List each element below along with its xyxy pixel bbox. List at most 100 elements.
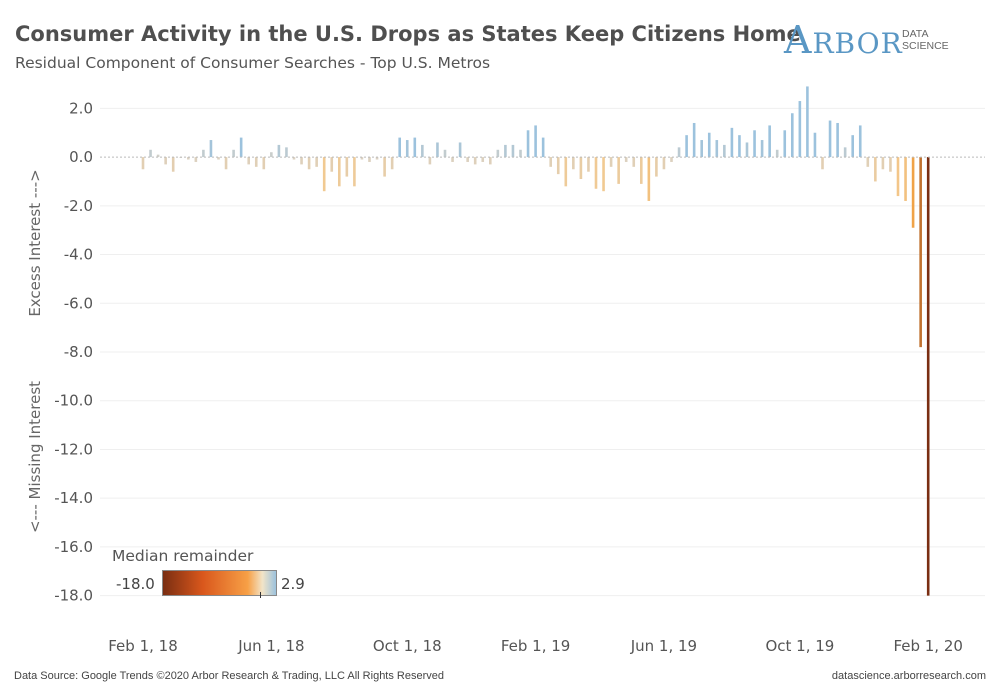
bar (806, 86, 809, 158)
bar (904, 157, 907, 201)
bar (496, 149, 500, 158)
bar (368, 157, 371, 162)
bar (617, 157, 620, 184)
bar (383, 157, 386, 177)
bar (753, 130, 756, 158)
bar (745, 142, 749, 158)
y-tick-label: -4.0 (64, 246, 93, 264)
bar (662, 157, 666, 170)
bar (723, 144, 726, 158)
bar (285, 147, 288, 158)
bar (738, 135, 741, 158)
bar (564, 157, 568, 187)
bar (338, 157, 341, 187)
bar (526, 130, 530, 158)
bar (874, 157, 877, 182)
y-tick-label: -2.0 (64, 197, 93, 215)
bar (232, 149, 235, 158)
bar (926, 157, 930, 596)
x-tick-label: Feb 1, 18 (108, 637, 178, 655)
y-tick-label: 0.0 (69, 148, 93, 166)
bar (640, 157, 643, 184)
legend-title: Median remainder (112, 547, 254, 565)
bar (609, 157, 613, 167)
bar (821, 157, 824, 170)
bar (413, 137, 417, 158)
bar (858, 125, 862, 158)
bar (466, 157, 469, 162)
bar (655, 157, 658, 177)
y-tick-label: 2.0 (69, 99, 93, 117)
bar (541, 137, 545, 158)
bar (798, 101, 802, 158)
legend-zero-marker (260, 592, 261, 598)
x-axis-ticks: Feb 1, 18 Jun 1, 18 Oct 1, 18 Feb 1, 19 Jun … (108, 637, 963, 655)
bar (534, 125, 537, 158)
logo-subtext-line1: DATA (902, 28, 929, 40)
legend-color-scale (162, 570, 277, 596)
bar (836, 122, 839, 158)
bar (171, 157, 175, 172)
bar (254, 157, 258, 167)
bar (881, 157, 885, 170)
bar (730, 127, 734, 158)
bar (791, 113, 794, 158)
bar (587, 157, 590, 172)
bar (164, 157, 167, 165)
bar (428, 157, 432, 165)
bar (556, 157, 560, 175)
bar (156, 154, 160, 158)
bar (670, 157, 673, 162)
bar (602, 157, 605, 192)
x-tick-label: Feb 1, 19 (501, 637, 571, 655)
y-tick-label: -18.0 (54, 587, 93, 605)
bar (390, 157, 394, 170)
bar (911, 157, 915, 228)
bar (436, 142, 439, 158)
bar (239, 137, 243, 158)
bar (813, 132, 817, 158)
bar (549, 157, 552, 167)
bar (828, 120, 832, 158)
y-tick-label: -12.0 (54, 440, 93, 458)
chart-subtitle: Residual Component of Consumer Searches … (15, 54, 491, 72)
bar (202, 149, 205, 158)
bar (632, 157, 636, 167)
bar (866, 157, 870, 167)
bar (141, 157, 145, 170)
logo-wordmark: ARBOR (784, 18, 903, 62)
bar (896, 157, 900, 197)
y-tick-label: -14.0 (54, 489, 93, 507)
bar (322, 157, 326, 192)
grid-lines (100, 107, 985, 597)
bar (511, 144, 515, 158)
logo-wordmark-rest: RBOR (812, 27, 903, 60)
bar (451, 157, 454, 162)
bar (579, 157, 583, 180)
bar (504, 144, 507, 158)
bar (247, 157, 250, 165)
bar (209, 140, 213, 158)
bar (489, 157, 492, 165)
bar (262, 157, 266, 170)
bar (760, 140, 764, 158)
y-tick-label: -16.0 (54, 538, 93, 556)
bar (473, 157, 477, 165)
bar (217, 157, 220, 160)
bar (187, 157, 190, 160)
bar (292, 157, 296, 160)
footer-source: Data Source: Google Trends ©2020 Arbor R… (14, 670, 444, 682)
bar (647, 157, 651, 201)
x-tick-label: Oct 1, 19 (765, 637, 834, 655)
bar (768, 125, 771, 158)
bar (405, 140, 409, 158)
y-axis-title-excess: Excess Interest ---> (26, 169, 44, 316)
bar (270, 152, 273, 158)
y-axis-ticks: 2.0 0.0 -2.0 -4.0 -6.0 -8.0 -10.0 -12.0 -14.0 -16… (54, 99, 93, 604)
bar (715, 140, 719, 158)
x-tick-label: Jun 1, 19 (630, 637, 697, 655)
bar (360, 157, 364, 160)
y-tick-label: -6.0 (64, 294, 93, 312)
bar (889, 157, 892, 172)
